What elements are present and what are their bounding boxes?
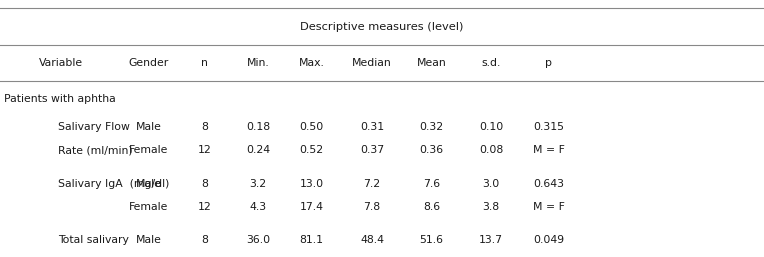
Text: 81.1: 81.1 xyxy=(299,235,324,245)
Text: Salivary IgA  (mg/dl): Salivary IgA (mg/dl) xyxy=(58,179,170,189)
Text: 3.0: 3.0 xyxy=(483,179,500,189)
Text: p: p xyxy=(545,58,552,68)
Text: 8.6: 8.6 xyxy=(423,202,440,212)
Text: Male: Male xyxy=(136,122,162,132)
Text: M = F: M = F xyxy=(533,145,565,155)
Text: 0.50: 0.50 xyxy=(299,122,324,132)
Text: 0.32: 0.32 xyxy=(419,122,444,132)
Text: Patients with aphtha: Patients with aphtha xyxy=(4,94,115,104)
Text: 0.52: 0.52 xyxy=(299,145,324,155)
Text: Variable: Variable xyxy=(39,58,83,68)
Text: Female: Female xyxy=(129,145,169,155)
Text: 17.4: 17.4 xyxy=(299,202,324,212)
Text: Median: Median xyxy=(352,58,392,68)
Text: 8: 8 xyxy=(202,179,208,189)
Text: 0.643: 0.643 xyxy=(533,179,564,189)
Text: s.d.: s.d. xyxy=(481,58,501,68)
Text: Mean: Mean xyxy=(417,58,446,68)
Text: Rate (ml/min): Rate (ml/min) xyxy=(58,145,133,155)
Text: Descriptive measures (level): Descriptive measures (level) xyxy=(300,22,464,32)
Text: 0.08: 0.08 xyxy=(479,145,503,155)
Text: 13.7: 13.7 xyxy=(479,235,503,245)
Text: 3.2: 3.2 xyxy=(250,179,267,189)
Text: 36.0: 36.0 xyxy=(246,235,270,245)
Text: 8: 8 xyxy=(202,235,208,245)
Text: 4.3: 4.3 xyxy=(250,202,267,212)
Text: 3.8: 3.8 xyxy=(483,202,500,212)
Text: 0.049: 0.049 xyxy=(533,235,564,245)
Text: 13.0: 13.0 xyxy=(299,179,324,189)
Text: 0.31: 0.31 xyxy=(360,122,384,132)
Text: 0.24: 0.24 xyxy=(246,145,270,155)
Text: M = F: M = F xyxy=(533,202,565,212)
Text: 0.315: 0.315 xyxy=(533,122,564,132)
Text: Max.: Max. xyxy=(299,58,325,68)
Text: n: n xyxy=(202,58,208,68)
Text: Female: Female xyxy=(129,202,169,212)
Text: 0.37: 0.37 xyxy=(360,145,384,155)
Text: Gender: Gender xyxy=(129,58,169,68)
Text: Male: Male xyxy=(136,235,162,245)
Text: 0.18: 0.18 xyxy=(246,122,270,132)
Text: 12: 12 xyxy=(198,202,212,212)
Text: Male: Male xyxy=(136,179,162,189)
Text: 51.6: 51.6 xyxy=(419,235,444,245)
Text: Min.: Min. xyxy=(247,58,270,68)
Text: 48.4: 48.4 xyxy=(360,235,384,245)
Text: Total salivary: Total salivary xyxy=(58,235,129,245)
Text: 0.36: 0.36 xyxy=(419,145,444,155)
Text: 7.8: 7.8 xyxy=(364,202,380,212)
Text: 0.10: 0.10 xyxy=(479,122,503,132)
Text: 8: 8 xyxy=(202,122,208,132)
Text: Salivary Flow: Salivary Flow xyxy=(58,122,130,132)
Text: 7.2: 7.2 xyxy=(364,179,380,189)
Text: 7.6: 7.6 xyxy=(423,179,440,189)
Text: 12: 12 xyxy=(198,145,212,155)
